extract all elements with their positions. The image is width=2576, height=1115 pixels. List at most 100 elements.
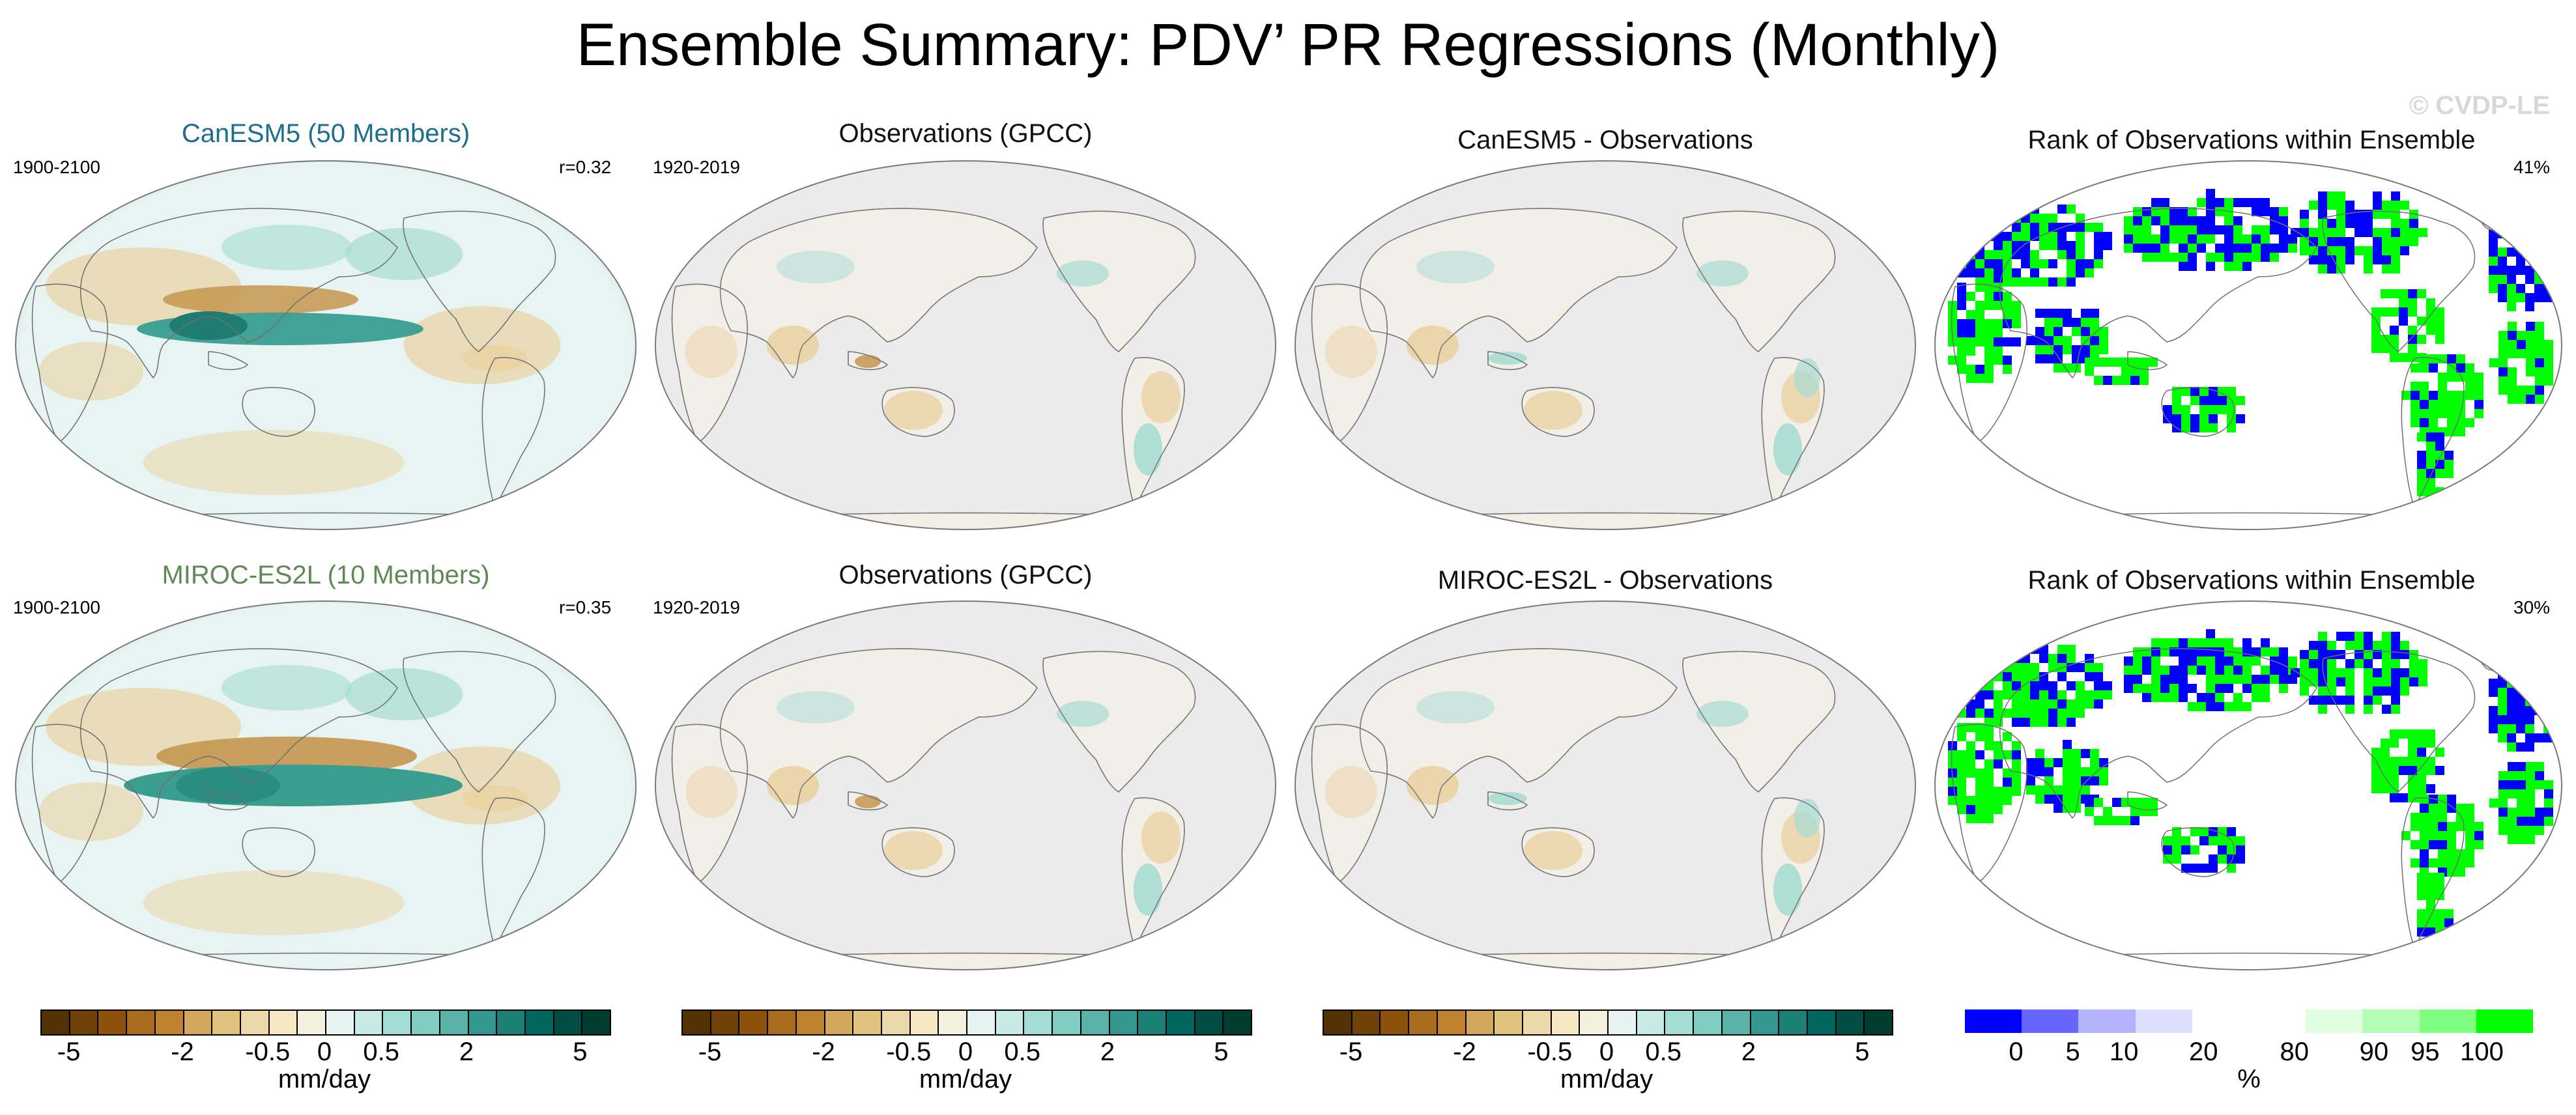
colorbar-rank-ticks: 0 5 10 20 80 90 95 100 <box>1965 1037 2533 1068</box>
colorbar-swatch <box>1637 1011 1666 1034</box>
colorbar-tick-label: 0.5 <box>1004 1037 1040 1066</box>
colorbar-swatch <box>2419 1009 2476 1033</box>
colorbar-tick-label: -0.5 <box>245 1037 291 1066</box>
row1-obs-period: 1920-2019 <box>653 157 740 177</box>
colorbar-swatch <box>1807 1011 1837 1034</box>
colorbar-tick-label: -2 <box>171 1037 194 1066</box>
colorbar-swatch <box>1024 1011 1053 1034</box>
colorbar-swatch <box>497 1011 526 1034</box>
colorbar-swatch <box>1081 1011 1110 1034</box>
colorbar-obs-label: mm/day <box>919 1065 1012 1094</box>
colorbar-swatch <box>1437 1011 1467 1034</box>
colorbar-swatch <box>1053 1011 1081 1034</box>
colorbar-swatch <box>796 1011 825 1034</box>
colorbar-swatch <box>1324 1011 1352 1034</box>
colorbar-tick-label: 80 <box>2280 1037 2310 1066</box>
colorbar-swatch <box>1965 1009 2022 1033</box>
colorbar-swatch <box>70 1011 99 1034</box>
colorbar-swatch <box>2362 1009 2420 1033</box>
colorbar-swatch <box>825 1011 854 1034</box>
colorbar-swatch <box>1466 1011 1495 1034</box>
colorbar-tick-label: 0 <box>1599 1037 1614 1066</box>
row1-model-period: 1900-2100 <box>13 157 100 177</box>
row2-rank-map <box>1934 600 2562 970</box>
colorbar-tick-label: 5 <box>1214 1037 1229 1066</box>
colorbar-swatch <box>2135 1009 2192 1033</box>
watermark: © CVDP-LE <box>2409 91 2550 120</box>
colorbar-swatch <box>1224 1011 1252 1034</box>
figure-title: Ensemble Summary: PDV’ PR Regressions (M… <box>576 12 2000 78</box>
colorbar-swatch <box>1779 1011 1808 1034</box>
colorbar-obs-ticks: -5 -2 -0.5 0 0.5 2 5 <box>681 1037 1250 1068</box>
colorbar-swatch <box>354 1011 384 1034</box>
colorbar-swatch <box>1138 1011 1167 1034</box>
colorbar-tick-label: 5 <box>2065 1037 2080 1066</box>
colorbar-tick-label: 2 <box>1741 1037 1756 1066</box>
colorbar-swatch <box>525 1011 554 1034</box>
colorbar-tick-label: -2 <box>812 1037 835 1066</box>
colorbar-tick-label: 100 <box>2460 1037 2504 1066</box>
colorbar-swatch <box>582 1011 610 1034</box>
colorbar-swatch <box>412 1011 440 1034</box>
colorbar-swatch <box>383 1011 412 1034</box>
row2-rank-title: Rank of Observations within Ensemble <box>2027 566 2476 595</box>
colorbar-diff-ticks: -5 -2 -0.5 0 0.5 2 5 <box>1323 1037 1891 1068</box>
colorbar-tick-label: 10 <box>2109 1037 2139 1066</box>
colorbar-swatch <box>967 1011 996 1034</box>
colorbar-swatch <box>269 1011 298 1034</box>
colorbar-tick-label: 0.5 <box>1645 1037 1682 1066</box>
colorbar-swatch <box>1166 1011 1195 1034</box>
colorbar-model <box>40 1009 611 1036</box>
row2-model-period: 1900-2100 <box>13 597 100 617</box>
colorbar-swatch <box>1722 1011 1751 1034</box>
colorbar-tick-label: -5 <box>57 1037 81 1066</box>
colorbar-swatch <box>939 1011 968 1034</box>
colorbar-swatch <box>1580 1011 1609 1034</box>
colorbar-tick-label: 0.5 <box>363 1037 399 1066</box>
colorbar-swatch <box>554 1011 583 1034</box>
colorbar-diff <box>1323 1009 1893 1036</box>
colorbar-tick-label: 5 <box>573 1037 588 1066</box>
colorbar-tick-label: 0 <box>317 1037 332 1066</box>
row1-rank-map <box>1934 160 2562 530</box>
colorbar-tick-label: 2 <box>1100 1037 1115 1066</box>
colorbar-diff-label: mm/day <box>1560 1065 1653 1094</box>
colorbar-swatch <box>1551 1011 1581 1034</box>
colorbar-model-ticks: -5 -2 -0.5 0 0.5 2 5 <box>40 1037 608 1068</box>
row1-obs-map <box>655 160 1276 530</box>
colorbar-swatch <box>42 1011 70 1034</box>
colorbar-tick-label: -0.5 <box>886 1037 932 1066</box>
colorbar-tick-label: 20 <box>2188 1037 2218 1066</box>
colorbar-swatch <box>1751 1011 1780 1034</box>
row2-model-map <box>15 600 637 970</box>
colorbar-swatch <box>98 1011 128 1034</box>
row2-obs-map <box>655 600 1276 970</box>
row2-diff-title: MIROC-ES2L - Observations <box>1437 566 1773 595</box>
row2-diff-map <box>1295 600 1916 970</box>
colorbar-swatch <box>683 1011 711 1034</box>
colorbar-rank <box>1965 1009 2534 1033</box>
row1-model-stat: r=0.32 <box>559 157 612 177</box>
colorbar-swatch <box>2306 1009 2363 1033</box>
colorbar-swatch <box>853 1011 882 1034</box>
row1-model-title: CanESM5 (50 Members) <box>181 119 470 148</box>
colorbar-swatch <box>212 1011 241 1034</box>
colorbar-swatch <box>739 1011 769 1034</box>
colorbar-tick-label: 2 <box>459 1037 474 1066</box>
colorbar-tick-label: 90 <box>2359 1037 2389 1066</box>
row1-obs-title: Observations (GPCC) <box>838 119 1093 148</box>
colorbar-swatch <box>1352 1011 1381 1034</box>
colorbar-swatch <box>910 1011 939 1034</box>
colorbar-swatch <box>2192 1009 2250 1033</box>
colorbar-tick-label: 95 <box>2411 1037 2440 1066</box>
row2-obs-title: Observations (GPCC) <box>838 561 1093 589</box>
row1-diff-title: CanESM5 - Observations <box>1457 126 1753 154</box>
colorbar-tick-label: -5 <box>698 1037 722 1066</box>
colorbar-swatch <box>127 1011 156 1034</box>
colorbar-swatch <box>711 1011 740 1034</box>
row2-rank-stat: 30% <box>2513 597 2551 617</box>
colorbar-model-label: mm/day <box>278 1065 371 1094</box>
colorbar-tick-label: -5 <box>1339 1037 1363 1066</box>
colorbar-swatch <box>2022 1009 2079 1033</box>
colorbar-swatch <box>298 1011 327 1034</box>
